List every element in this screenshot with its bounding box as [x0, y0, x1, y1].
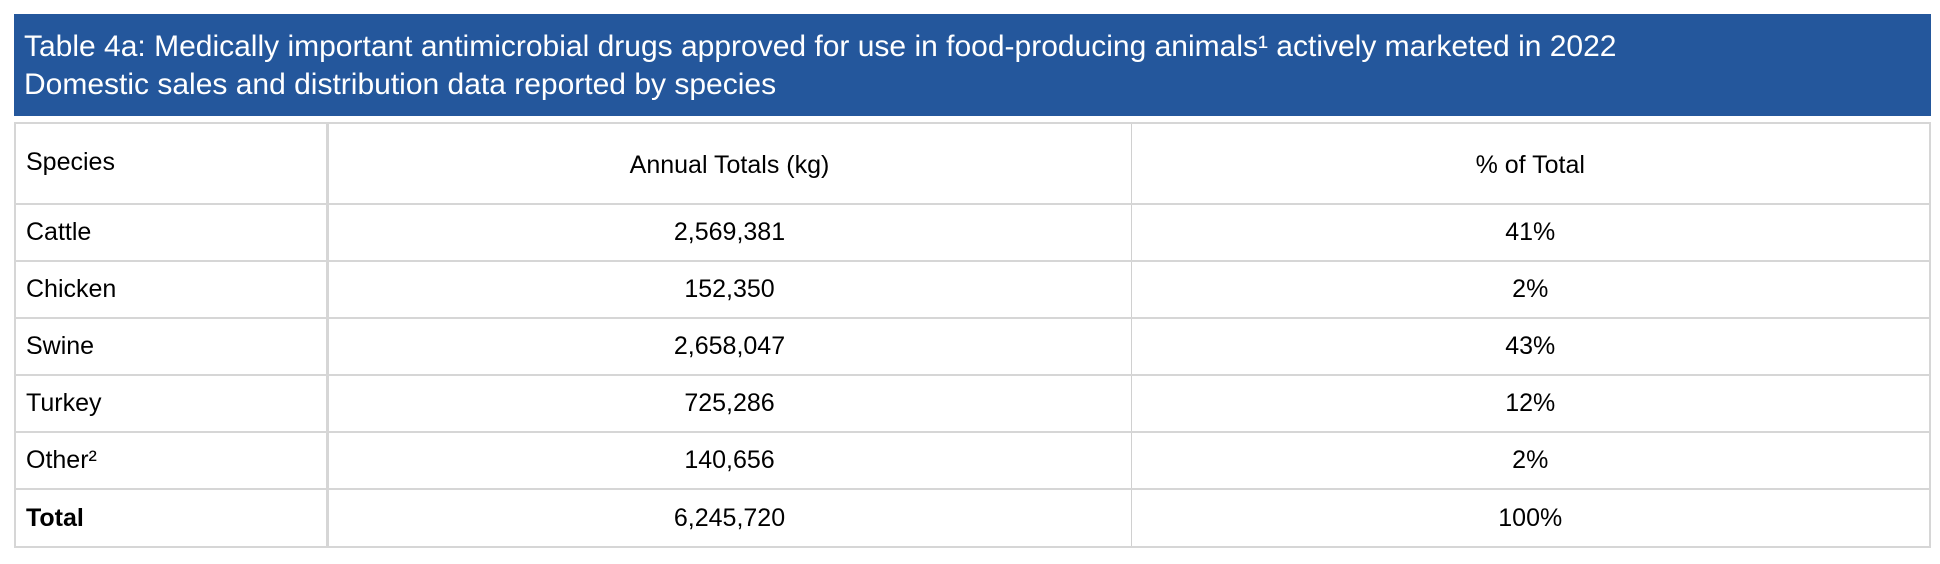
table-row: Swine 2,658,047 43% — [16, 318, 1929, 376]
annual-totals-cell: 2,658,047 — [327, 318, 1132, 376]
species-cell: Other² — [16, 432, 329, 490]
percent-cell-total: 100% — [1498, 503, 1563, 532]
table-subtitle: Domestic sales and distribution data rep… — [24, 68, 777, 101]
table-row: Chicken 152,350 2% — [16, 261, 1929, 319]
table-row: Cattle 2,569,381 41% — [16, 204, 1929, 262]
header-species: Species — [16, 124, 329, 205]
annual-totals-cell: 152,350 — [327, 261, 1132, 319]
table-header-row: Species Annual Totals (kg) % of Total — [16, 124, 1929, 205]
species-cell: Swine — [16, 318, 329, 376]
table-total-row: Total 6,245,720 100% — [16, 489, 1929, 546]
header-percent-of-total: % of Total — [1131, 124, 1929, 205]
table-title: Table 4a: Medically important antimicrob… — [24, 30, 1617, 63]
annual-totals-cell-total: 6,245,720 — [327, 489, 1132, 546]
annual-totals-cell: 140,656 — [327, 432, 1132, 490]
species-cell: Chicken — [16, 261, 329, 319]
percent-cell: 12% — [1131, 375, 1929, 433]
document: Table 4a: Medically important antimicrob… — [14, 14, 1931, 548]
species-cell-total: Total — [16, 489, 329, 546]
species-cell: Turkey — [16, 375, 329, 433]
percent-cell: 2% — [1131, 432, 1929, 490]
annual-totals-cell: 2,569,381 — [327, 204, 1132, 262]
percent-cell: 43% — [1131, 318, 1929, 376]
header-annual-totals: Annual Totals (kg) — [327, 124, 1132, 205]
percent-cell: 41% — [1131, 204, 1929, 262]
percent-cell: 2% — [1131, 261, 1929, 319]
table-row: Other² 140,656 2% — [16, 432, 1929, 490]
species-cell: Cattle — [16, 204, 329, 262]
species-table: Species Annual Totals (kg) % of Total Ca… — [14, 122, 1931, 548]
table-row: Turkey 725,286 12% — [16, 375, 1929, 433]
annual-totals-cell: 725,286 — [327, 375, 1132, 433]
table-title-bar: Table 4a: Medically important antimicrob… — [14, 14, 1931, 116]
